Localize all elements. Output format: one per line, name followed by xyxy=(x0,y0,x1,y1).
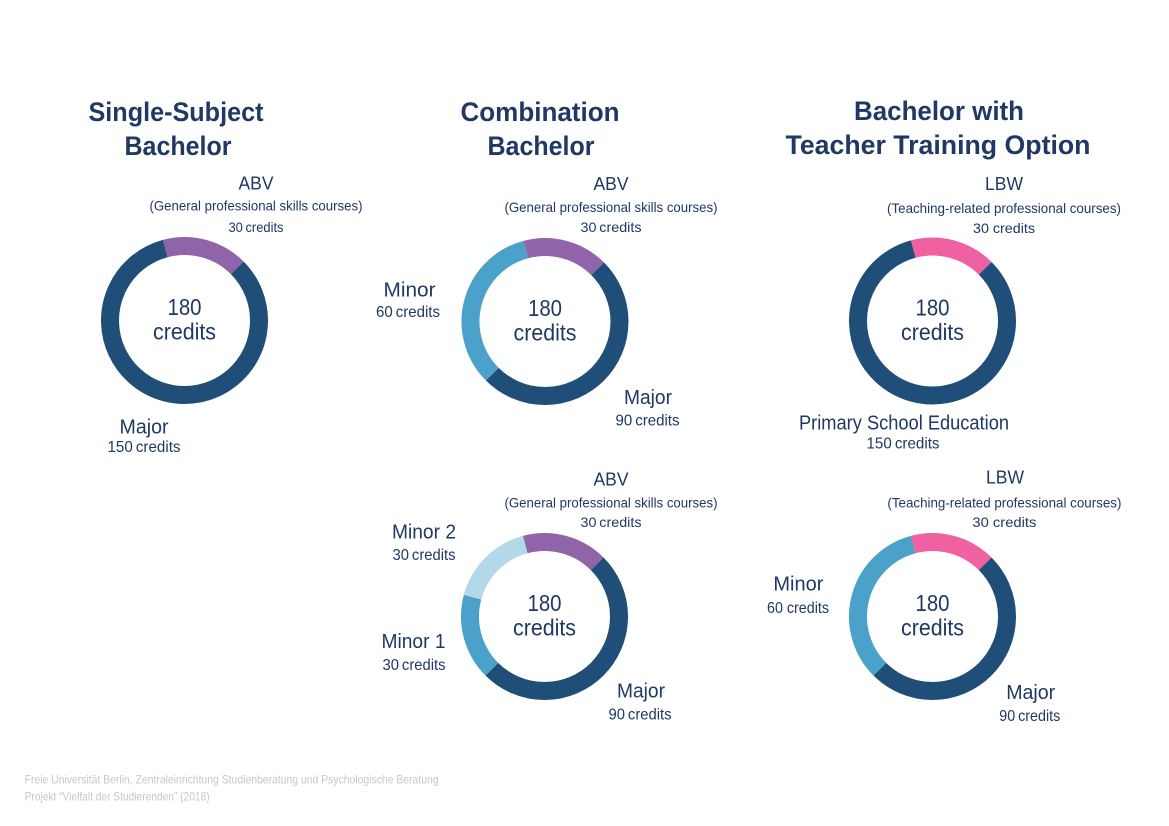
svg-text:Freie Universität Berlin, Zent: Freie Universität Berlin, Zentraleinrich… xyxy=(25,773,439,787)
svg-text:60 credits: 60 credits xyxy=(376,304,440,321)
svg-text:30 credits: 30 credits xyxy=(393,547,456,564)
svg-text:Bachelor: Bachelor xyxy=(125,131,232,161)
svg-text:Primary School Education: Primary School Education xyxy=(799,413,1009,435)
svg-text:credits: credits xyxy=(153,319,216,345)
svg-text:Minor: Minor xyxy=(384,280,436,302)
svg-text:Bachelor: Bachelor xyxy=(488,131,595,161)
svg-text:(Teaching-related professional: (Teaching-related professional courses) xyxy=(887,200,1121,216)
svg-text:(General professional skills c: (General professional skills courses) xyxy=(150,198,363,214)
svg-text:30 credits: 30 credits xyxy=(972,514,1036,530)
svg-text:180: 180 xyxy=(168,294,202,320)
svg-text:credits: credits xyxy=(901,615,964,641)
svg-text:credits: credits xyxy=(513,615,576,641)
svg-text:Major: Major xyxy=(624,387,672,409)
svg-text:30 credits: 30 credits xyxy=(383,657,446,674)
svg-text:Combination: Combination xyxy=(461,97,620,127)
svg-text:30 credits: 30 credits xyxy=(973,220,1035,236)
svg-text:ABV: ABV xyxy=(594,470,629,490)
svg-text:180: 180 xyxy=(528,590,562,616)
svg-text:Projekt “Vielfalt der Studiere: Projekt “Vielfalt der Studierenden” (201… xyxy=(25,790,210,804)
svg-text:LBW: LBW xyxy=(985,174,1023,194)
svg-text:(General professional skills c: (General professional skills courses) xyxy=(505,199,718,215)
svg-text:Major: Major xyxy=(617,680,665,702)
svg-text:Minor 2: Minor 2 xyxy=(392,522,456,544)
svg-text:150 credits: 150 credits xyxy=(867,436,940,453)
svg-text:90 credits: 90 credits xyxy=(999,708,1060,725)
svg-text:Major: Major xyxy=(120,417,169,439)
svg-text:Single-Subject: Single-Subject xyxy=(89,97,264,127)
svg-text:180: 180 xyxy=(916,590,950,616)
svg-text:Teacher Training Option: Teacher Training Option xyxy=(786,130,1091,160)
svg-text:(Teaching-related professional: (Teaching-related professional courses) xyxy=(887,495,1121,511)
svg-text:150 credits: 150 credits xyxy=(108,439,181,456)
svg-text:30 credits: 30 credits xyxy=(581,514,642,530)
svg-text:(General professional skills c: (General professional skills courses) xyxy=(505,495,718,511)
svg-text:30 credits: 30 credits xyxy=(581,219,642,235)
svg-text:180: 180 xyxy=(916,295,950,321)
svg-text:Minor: Minor xyxy=(773,574,823,596)
svg-text:30 credits: 30 credits xyxy=(229,219,284,235)
svg-text:LBW: LBW xyxy=(986,468,1024,488)
svg-text:ABV: ABV xyxy=(594,174,629,194)
svg-text:Minor 1: Minor 1 xyxy=(382,631,446,653)
svg-text:60 credits: 60 credits xyxy=(767,600,829,617)
svg-text:credits: credits xyxy=(901,319,964,345)
svg-text:Major: Major xyxy=(1006,682,1055,704)
svg-text:credits: credits xyxy=(514,320,577,346)
svg-text:90 credits: 90 credits xyxy=(616,413,680,430)
svg-text:Bachelor with: Bachelor with xyxy=(854,96,1024,126)
svg-text:ABV: ABV xyxy=(239,174,274,194)
svg-text:180: 180 xyxy=(528,295,562,321)
svg-text:90 credits: 90 credits xyxy=(609,706,672,723)
